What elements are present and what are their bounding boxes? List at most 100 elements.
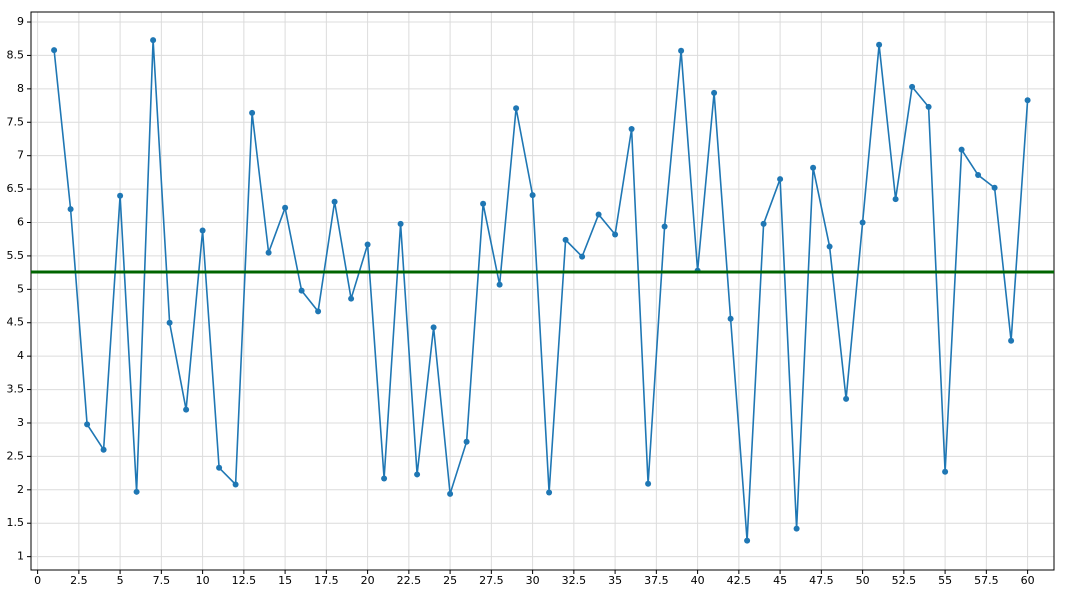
point <box>991 184 998 191</box>
x-tick-label: 45 <box>773 574 787 587</box>
y-tick-label: 1 <box>17 550 24 563</box>
point <box>727 315 734 322</box>
point <box>859 219 866 226</box>
point <box>183 406 190 413</box>
point <box>942 468 949 475</box>
point <box>216 464 223 471</box>
point <box>414 471 421 478</box>
x-tick-label: 35 <box>608 574 622 587</box>
y-tick-label: 2.5 <box>7 449 25 462</box>
point <box>958 146 965 153</box>
point <box>612 231 619 238</box>
point <box>232 481 239 488</box>
y-tick-label: 4 <box>17 349 24 362</box>
x-tick-label: 10 <box>196 574 210 587</box>
point <box>661 223 668 230</box>
x-tick-label: 22.5 <box>397 574 422 587</box>
x-tick-label: 42.5 <box>727 574 752 587</box>
point <box>166 319 173 326</box>
x-tick-label: 57.5 <box>974 574 999 587</box>
point <box>909 83 916 90</box>
point <box>579 253 586 260</box>
x-tick-label: 47.5 <box>809 574 834 587</box>
point <box>975 172 982 179</box>
x-tick-label: 2.5 <box>70 574 88 587</box>
y-tick-label: 7.5 <box>7 115 25 128</box>
point <box>117 192 124 199</box>
point <box>67 206 74 213</box>
point <box>150 37 157 44</box>
x-tick-label: 25 <box>443 574 457 587</box>
x-tick-label: 20 <box>361 574 375 587</box>
point <box>892 196 899 203</box>
point <box>348 295 355 302</box>
x-tick-label: 40 <box>691 574 705 587</box>
point <box>562 236 569 243</box>
point <box>546 489 553 496</box>
point <box>925 103 932 110</box>
point <box>826 243 833 250</box>
point <box>595 211 602 218</box>
point <box>1024 97 1031 104</box>
series-line <box>53 40 1029 541</box>
x-tick-label: 55 <box>938 574 952 587</box>
point <box>793 525 800 532</box>
point <box>282 204 289 211</box>
y-tick-label: 6 <box>17 216 24 229</box>
y-tick-label: 3.5 <box>7 383 25 396</box>
point <box>100 446 107 453</box>
y-tick-label: 1.5 <box>7 516 25 529</box>
point <box>529 192 536 199</box>
point <box>777 176 784 183</box>
point <box>645 480 652 487</box>
point <box>760 220 767 227</box>
x-tick-label: 30 <box>526 574 540 587</box>
point <box>84 421 91 428</box>
x-tick-label: 7.5 <box>153 574 171 587</box>
y-tick-label: 9 <box>17 15 24 28</box>
y-tick-label: 3 <box>17 416 24 429</box>
y-tick-label: 5.5 <box>7 249 25 262</box>
x-tick-label: 60 <box>1021 574 1035 587</box>
point <box>463 438 470 445</box>
y-tick-label: 8.5 <box>7 48 25 61</box>
point <box>397 220 404 227</box>
point <box>331 198 338 205</box>
y-tick-label: 4.5 <box>7 316 25 329</box>
point <box>199 227 206 234</box>
point <box>298 287 305 294</box>
point <box>381 475 388 482</box>
point <box>678 47 685 54</box>
point <box>447 490 454 497</box>
point <box>430 324 437 331</box>
x-tick-label: 50 <box>856 574 870 587</box>
point <box>480 200 487 207</box>
point <box>315 308 322 315</box>
y-tick-label: 8 <box>17 82 24 95</box>
point <box>513 105 520 112</box>
point <box>628 125 635 132</box>
x-tick-label: 17.5 <box>314 574 339 587</box>
x-tick-label: 5 <box>117 574 124 587</box>
x-tick-label: 52.5 <box>892 574 917 587</box>
y-tick-label: 6.5 <box>7 182 25 195</box>
x-tick-label: 27.5 <box>479 574 504 587</box>
y-tick-label: 5 <box>17 282 24 295</box>
y-tick-label: 7 <box>17 149 24 162</box>
point <box>876 41 883 48</box>
point <box>51 47 58 54</box>
point <box>133 488 140 495</box>
point <box>249 109 256 116</box>
y-tick-label: 2 <box>17 483 24 496</box>
point <box>711 89 718 96</box>
x-tick-label: 37.5 <box>644 574 669 587</box>
point <box>744 537 751 544</box>
x-tick-label: 0 <box>34 574 41 587</box>
x-tick-label: 32.5 <box>562 574 587 587</box>
x-tick-label: 15 <box>278 574 292 587</box>
plot-frame <box>30 11 1055 571</box>
point <box>810 164 817 171</box>
x-tick-label: 12.5 <box>232 574 257 587</box>
point <box>1008 337 1015 344</box>
